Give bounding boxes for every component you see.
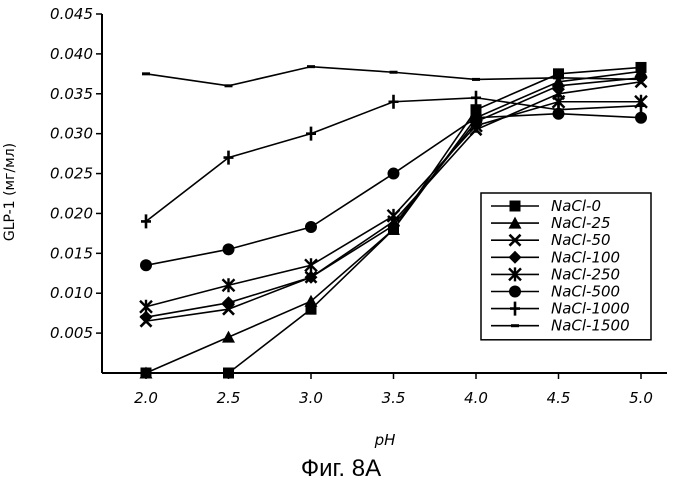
data-point-nacl-500 — [387, 167, 400, 180]
data-point-nacl-100 — [387, 218, 400, 232]
data-point-nacl-1000 — [636, 98, 646, 113]
legend-label: NaCl-250 — [551, 265, 620, 283]
y-tick-label: 0.040 — [50, 45, 93, 63]
x-tick-label: 4.0 — [464, 389, 488, 407]
series-nacl-1000 — [141, 90, 646, 229]
y-axis-title: GLP-1 (мг/мл) — [2, 143, 18, 241]
data-point-nacl-500 — [222, 243, 235, 256]
legend-marker-nacl-50 — [508, 233, 522, 247]
x-axis-title: pH — [374, 431, 396, 449]
figure-caption: Фиг. 8A — [300, 455, 382, 482]
legend-entry-nacl-50: NaCl-50 — [491, 231, 611, 249]
legend-box — [480, 192, 652, 341]
data-point-nacl-25 — [139, 366, 153, 379]
x-tick-label: 3.0 — [299, 389, 323, 407]
data-point-nacl-1000 — [388, 94, 399, 109]
legend-entry-nacl-250: NaCl-250 — [491, 265, 620, 283]
y-tick-label: 0.005 — [50, 324, 93, 342]
series-nacl-1500 — [142, 65, 645, 88]
legend-marker-nacl-1000 — [510, 301, 520, 316]
legend-label: NaCl-1000 — [551, 300, 630, 318]
x-tick-label: 2.5 — [217, 389, 241, 407]
y-tick-label: 0.045 — [50, 5, 93, 23]
legend-label: NaCl-0 — [551, 197, 601, 215]
legend-label: NaCl-50 — [551, 231, 611, 249]
legend-entry-nacl-1000: NaCl-1000 — [491, 300, 630, 318]
data-point-nacl-0 — [223, 367, 234, 379]
axes: 0.005 0.010 0.015 0.020 0.025 0.030 0.035 0.040… — [50, 5, 667, 407]
x-tick-label: 4.5 — [547, 389, 571, 407]
glp1-ph-chart: GLP-1 (мг/мл) pH 0.0050.0100.0150.0200.0… — [2, 5, 667, 449]
data-point-nacl-500 — [635, 111, 647, 124]
legend-marker-nacl-250 — [508, 267, 522, 282]
legend-entry-nacl-25: NaCl-25 — [491, 214, 611, 232]
data-point-nacl-1000 — [553, 102, 564, 117]
y-tick-label: 0.020 — [50, 204, 93, 222]
x-tick-label: 5.0 — [629, 389, 653, 407]
legend-label: NaCl-1500 — [551, 317, 630, 335]
legend-entry-nacl-0: NaCl-0 — [491, 197, 601, 215]
y-tick-label: 0.030 — [50, 125, 93, 143]
y-tick-label: 0.035 — [50, 85, 93, 103]
legend-entry-nacl-100: NaCl-100 — [491, 248, 620, 266]
data-point-nacl-250 — [221, 278, 236, 293]
data-point-nacl-1000 — [223, 150, 234, 165]
data-point-nacl-25 — [634, 64, 648, 77]
legend-label: NaCl-500 — [551, 283, 620, 301]
data-point-nacl-100 — [139, 310, 153, 324]
legend: NaCl-0NaCl-25NaCl-50NaCl-100NaCl-250NaCl… — [480, 192, 652, 341]
legend-label: NaCl-25 — [551, 214, 611, 232]
data-point-nacl-0 — [553, 68, 564, 80]
data-point-nacl-500 — [140, 259, 152, 272]
data-point-nacl-100 — [634, 71, 648, 85]
data-point-nacl-100 — [222, 296, 235, 310]
data-point-nacl-100 — [552, 79, 565, 93]
y-tick-label: 0.015 — [50, 244, 93, 262]
data-point-nacl-100 — [304, 270, 318, 284]
legend-label: NaCl-100 — [551, 248, 620, 266]
legend-entry-nacl-1500: NaCl-1500 — [491, 317, 630, 335]
data-point-nacl-25 — [304, 294, 318, 307]
legend-marker-nacl-0 — [509, 200, 521, 212]
legend-marker-nacl-25 — [508, 216, 522, 229]
data-point-nacl-500 — [470, 111, 482, 124]
series-layer — [139, 61, 648, 379]
x-tick-label: 3.5 — [382, 389, 406, 407]
data-point-nacl-0 — [305, 303, 317, 315]
data-point-nacl-250 — [139, 299, 153, 314]
y-tick-label: 0.010 — [50, 284, 93, 302]
data-point-nacl-250 — [304, 258, 318, 273]
data-point-nacl-25 — [222, 330, 235, 343]
data-point-nacl-1000 — [141, 214, 151, 229]
data-point-nacl-500 — [305, 221, 317, 234]
data-point-nacl-0 — [470, 104, 482, 116]
data-point-nacl-250 — [386, 208, 401, 223]
data-point-nacl-1000 — [306, 126, 316, 141]
legend-marker-nacl-500 — [509, 285, 521, 298]
legend-marker-nacl-100 — [508, 250, 522, 264]
legend-entry-nacl-500: NaCl-500 — [491, 283, 620, 301]
data-point-nacl-1000 — [471, 90, 481, 105]
y-tick-label: 0.025 — [50, 165, 93, 183]
x-tick-label: 2.0 — [134, 389, 158, 407]
series-line-nacl-1500 — [145, 65, 642, 87]
